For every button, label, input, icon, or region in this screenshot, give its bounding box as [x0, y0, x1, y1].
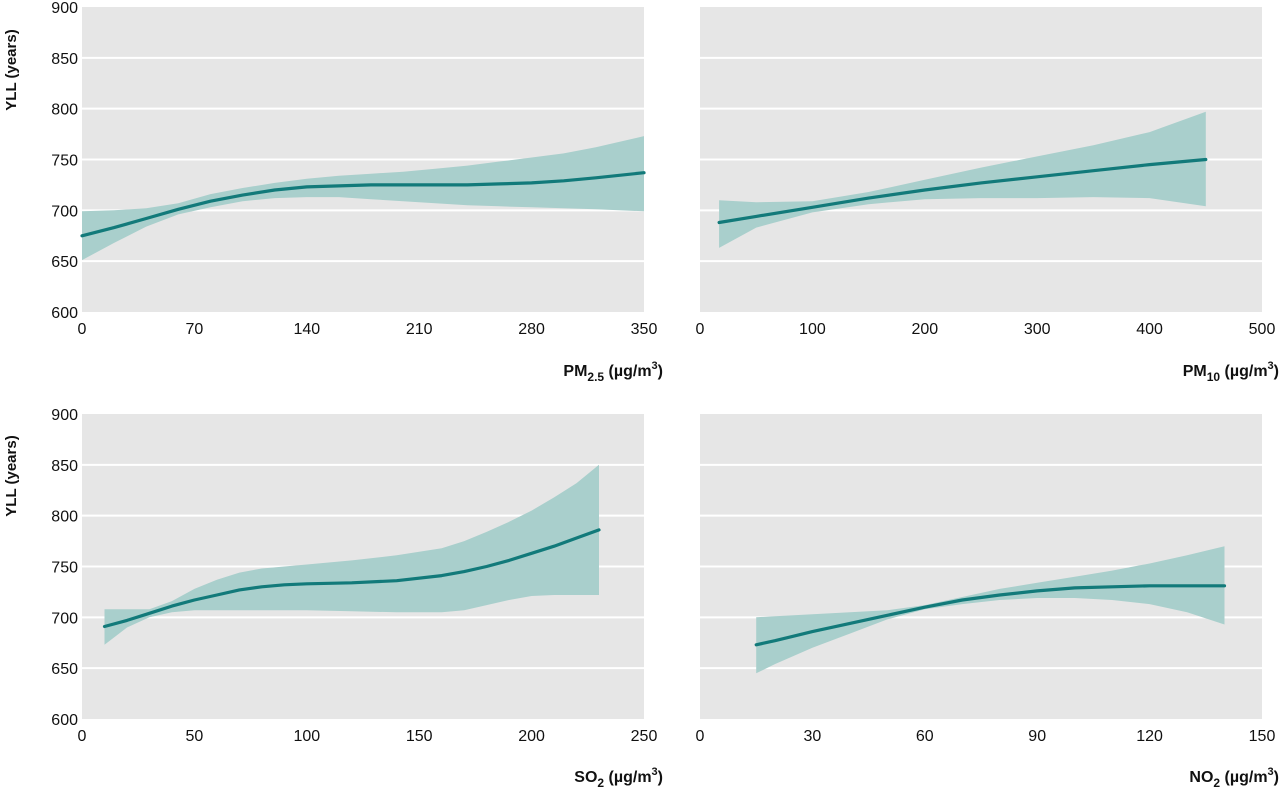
- x-axis-label: PM2.5 (µg/m3): [563, 360, 663, 384]
- y-tick-label: 900: [51, 407, 78, 424]
- trend-line: [754, 584, 1227, 647]
- x-tick-label: 500: [1249, 321, 1276, 338]
- x-tick-label: 70: [186, 321, 204, 338]
- x-axis-label-base: PM: [1183, 363, 1207, 380]
- confidence-band: [82, 136, 644, 261]
- x-tick-label: 0: [696, 728, 705, 745]
- x-axis-label-unit: (µg/m: [604, 363, 651, 380]
- y-tick-label: 800: [51, 102, 78, 119]
- chart-panel-2: 0 100 200 300 400 500 PM10 (µg/m3): [696, 7, 1279, 384]
- x-tick-label: 400: [1136, 321, 1163, 338]
- y-tick-label: 900: [51, 0, 78, 17]
- x-axis-label-unit: (µg/m: [1220, 769, 1267, 786]
- x-axis-label-base: PM: [563, 363, 587, 380]
- x-tick-label: 100: [799, 321, 826, 338]
- x-tick-label: 60: [916, 728, 934, 745]
- x-tick-label: 0: [78, 728, 87, 745]
- y-tick-label: 600: [51, 712, 78, 729]
- x-tick-label: 100: [293, 728, 320, 745]
- x-axis-label-sup: 3: [652, 766, 658, 778]
- x-axis-label-base: NO: [1189, 769, 1213, 786]
- y-axis-label: YLL (years): [3, 29, 20, 110]
- x-tick-label: 30: [804, 728, 822, 745]
- x-axis-label-close: ): [658, 769, 663, 786]
- x-axis-label-sub: 2: [597, 776, 604, 788]
- x-axis-label-close: ): [1274, 769, 1279, 786]
- trend-line: [102, 528, 601, 629]
- x-axis-label-sup: 3: [1268, 766, 1274, 778]
- x-tick-label: 280: [518, 321, 545, 338]
- trend-line: [80, 171, 646, 238]
- y-tick-label: 650: [51, 254, 78, 271]
- x-tick-label: 200: [518, 728, 545, 745]
- y-tick-label: 750: [51, 560, 78, 577]
- y-tick-label: 650: [51, 661, 78, 678]
- x-tick-label: 90: [1028, 728, 1046, 745]
- x-axis-label: PM10 (µg/m3): [1183, 360, 1279, 384]
- confidence-band: [756, 546, 1225, 674]
- x-tick-label: 150: [1249, 728, 1276, 745]
- y-tick-label: 750: [51, 153, 78, 170]
- x-tick-label: 210: [406, 321, 433, 338]
- y-tick-label: 800: [51, 509, 78, 526]
- x-tick-label: 200: [911, 321, 938, 338]
- x-axis-label-sub: 2.5: [587, 370, 604, 384]
- y-tick-label: 700: [51, 203, 78, 220]
- x-tick-label: 140: [293, 321, 320, 338]
- x-axis-label-sup: 3: [1268, 360, 1274, 372]
- x-tick-label: 50: [186, 728, 204, 745]
- x-tick-label: 120: [1136, 728, 1163, 745]
- chart-panel-3: 600 650 700 750 800 850 900 0 50 100 150 200 250 YLL …: [3, 407, 663, 788]
- x-tick-label: 0: [696, 321, 705, 338]
- x-tick-label: 0: [78, 321, 87, 338]
- x-axis-label: NO2 (µg/m3): [1189, 766, 1279, 788]
- trend-line: [717, 157, 1208, 225]
- x-tick-label: 250: [631, 728, 658, 745]
- x-axis-label: SO2 (µg/m3): [574, 766, 663, 788]
- x-axis-label-sub: 10: [1207, 370, 1221, 384]
- x-axis-label-close: ): [658, 363, 663, 380]
- x-axis-label-sub: 2: [1213, 776, 1220, 788]
- x-tick-label: 300: [1024, 321, 1051, 338]
- confidence-band: [719, 111, 1206, 248]
- y-tick-label: 850: [51, 458, 78, 475]
- y-tick-label: 600: [51, 305, 78, 322]
- x-axis-label-unit: (µg/m: [604, 769, 651, 786]
- confidence-band: [104, 464, 599, 645]
- x-axis-label-sup: 3: [652, 360, 658, 372]
- x-tick-label: 350: [631, 321, 658, 338]
- chart-panel-4: 0 30 60 90 120 150 NO2 (µg/m3): [696, 414, 1279, 788]
- y-axis-label: YLL (years): [3, 435, 20, 516]
- x-axis-label-unit: (µg/m: [1220, 363, 1267, 380]
- y-tick-label: 700: [51, 610, 78, 627]
- chart-panel-1: 600 650 700 750 800 850 900 0 70 140 210 280 350 YLL …: [3, 0, 663, 384]
- x-axis-label-close: ): [1274, 363, 1279, 380]
- x-axis-label-base: SO: [574, 769, 597, 786]
- x-tick-label: 150: [406, 728, 433, 745]
- y-tick-label: 850: [51, 51, 78, 68]
